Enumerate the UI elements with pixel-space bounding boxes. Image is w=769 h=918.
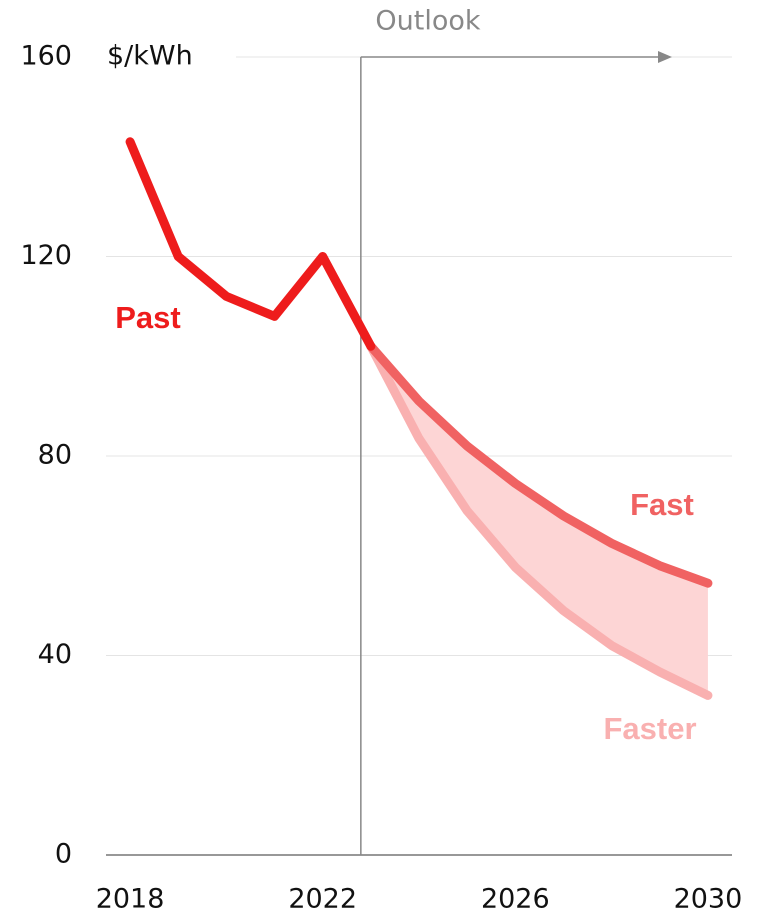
- series-label: Fast: [630, 487, 694, 522]
- y-tick-label: 80: [38, 440, 72, 471]
- arrow-head: [658, 51, 672, 63]
- x-tick-label: 2030: [674, 884, 743, 915]
- series-line: [366, 341, 713, 588]
- x-tick-label: 2026: [481, 884, 550, 915]
- y-tick-label: 120: [20, 240, 72, 271]
- label-bg: [98, 37, 236, 77]
- y-tick-label: 160: [20, 41, 72, 72]
- y-tick-label: 40: [38, 639, 72, 670]
- band: [370, 346, 708, 696]
- series-label: Faster: [603, 711, 696, 746]
- annotation: Outlook: [375, 6, 480, 37]
- series-line: [125, 137, 376, 351]
- series-label: Past: [115, 300, 180, 335]
- y-tick-label: 0: [55, 839, 72, 870]
- x-tick-label: 2022: [288, 884, 357, 915]
- series-line: [366, 341, 713, 700]
- x-tick-label: 2018: [96, 884, 165, 915]
- y-axis-label: $/kWh: [107, 41, 193, 72]
